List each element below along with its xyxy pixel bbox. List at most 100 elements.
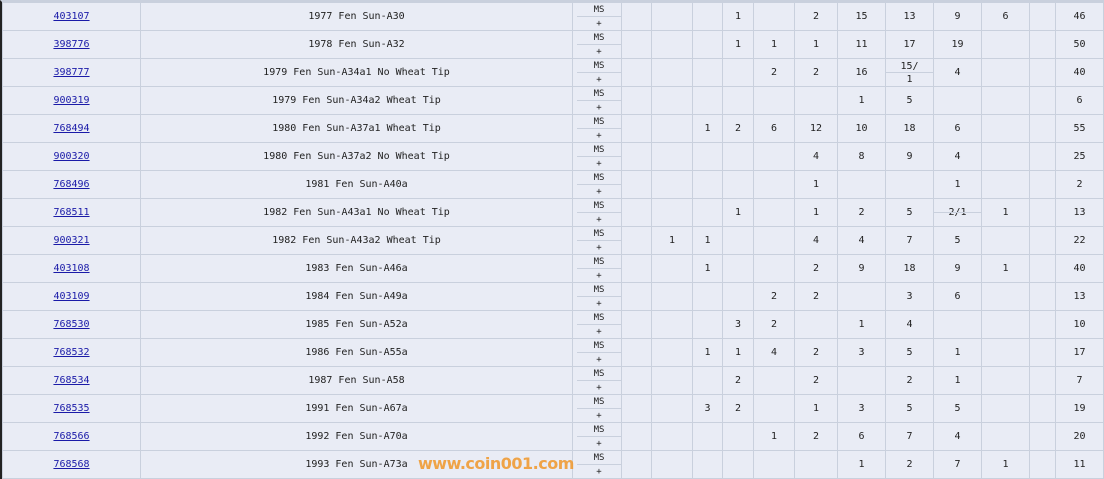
grade-count-cell: 1 xyxy=(722,338,754,367)
coin-name-cell: 1985 Fen Sun-A52a xyxy=(140,310,573,339)
grade-count-cell: 4 xyxy=(837,226,886,255)
plus-label: + xyxy=(596,326,602,337)
grade-count-cell: 9 xyxy=(933,2,982,31)
cert-id-link[interactable]: 900319 xyxy=(53,95,90,106)
grade-count-cell xyxy=(621,422,652,451)
grade-count-cell xyxy=(981,86,1030,115)
grade-count-cell: 1 xyxy=(692,226,723,255)
grade-count-cell xyxy=(1029,170,1056,199)
cert-id-link[interactable]: 403108 xyxy=(53,263,90,274)
grade-count-cell: 1 xyxy=(692,338,723,367)
cert-id-link[interactable]: 768530 xyxy=(53,319,90,330)
cert-id-link[interactable]: 768496 xyxy=(53,179,90,190)
cert-id-link[interactable]: 398777 xyxy=(53,67,90,78)
grade-count-cell xyxy=(753,2,795,31)
grade-count-cell xyxy=(1029,394,1056,423)
coin-name-cell: 1980 Fen Sun-A37a2 No Wheat Tip xyxy=(140,142,573,171)
grade-count-cell: 6 xyxy=(933,282,982,311)
grade-count-cell xyxy=(1029,366,1056,395)
grade-count-cell xyxy=(621,338,652,367)
grade-type-cell: MS + xyxy=(572,366,622,395)
grade-count-cell xyxy=(651,394,693,423)
cert-id-link[interactable]: 768566 xyxy=(53,431,90,442)
grade-count-cell xyxy=(722,422,754,451)
ms-label: MS xyxy=(577,4,621,17)
cert-id-link[interactable]: 768535 xyxy=(53,403,90,414)
ms-label: MS xyxy=(577,32,621,45)
cert-id-cell: 768511 xyxy=(2,198,141,227)
cert-id-link[interactable]: 768532 xyxy=(53,347,90,358)
grade-count-cell: 1 xyxy=(981,198,1030,227)
grade-count-cell: 1 xyxy=(651,226,693,255)
grade-count-cell: 1 xyxy=(692,254,723,283)
table-row: 900321 1982 Fen Sun-A43a2 Wheat Tip MS +1 1 4… xyxy=(2,226,1104,255)
grade-count-cell xyxy=(651,422,693,451)
grade-type-cell: MS + xyxy=(572,170,622,199)
coin-name-cell: 1993 Fen Sun-A73a xyxy=(140,450,573,479)
grade-count-cell: 5 xyxy=(885,338,934,367)
ms-label: MS xyxy=(577,88,621,101)
grade-count-cell xyxy=(621,114,652,143)
plus-label: + xyxy=(596,270,602,281)
coin-name-cell: 1986 Fen Sun-A55a xyxy=(140,338,573,367)
total-cell: 50 xyxy=(1055,30,1104,59)
grade-count-cell: 6 xyxy=(981,2,1030,31)
cert-id-link[interactable]: 398776 xyxy=(53,39,90,50)
table-row: 403107 1977 Fen Sun-A30 MS +1 2 15 13 9 6 46 xyxy=(2,2,1104,31)
grade-count-cell xyxy=(692,170,723,199)
total-cell: 13 xyxy=(1055,282,1104,311)
grade-count-cell: 2 xyxy=(753,58,795,87)
ms-label: MS xyxy=(577,172,621,185)
ms-label: MS xyxy=(577,144,621,157)
grade-count-cell xyxy=(753,170,795,199)
grade-count-cell: 1 xyxy=(692,114,723,143)
total-cell: 10 xyxy=(1055,310,1104,339)
cert-id-cell: 398777 xyxy=(2,58,141,87)
total-cell: 40 xyxy=(1055,58,1104,87)
cert-id-cell: 900320 xyxy=(2,142,141,171)
plus-label: + xyxy=(596,466,602,477)
grade-count-cell: 5 xyxy=(933,394,982,423)
grade-type-cell: MS + xyxy=(572,254,622,283)
grade-count-cell xyxy=(837,366,886,395)
cert-id-cell: 403109 xyxy=(2,282,141,311)
cert-id-link[interactable]: 768511 xyxy=(53,207,90,218)
plus-label: + xyxy=(596,102,602,113)
plus-label: + xyxy=(596,18,602,29)
grade-count-cell xyxy=(981,282,1030,311)
cert-id-cell: 403108 xyxy=(2,254,141,283)
grade-count-cell: 2 xyxy=(794,2,838,31)
coin-name-cell: 1982 Fen Sun-A43a1 No Wheat Tip xyxy=(140,198,573,227)
cert-id-cell: 768535 xyxy=(2,394,141,423)
coin-name-cell: 1982 Fen Sun-A43a2 Wheat Tip xyxy=(140,226,573,255)
ms-label: MS xyxy=(577,368,621,381)
grade-count-cell xyxy=(621,198,652,227)
grade-count-cell: 2 xyxy=(885,450,934,479)
cert-id-link[interactable]: 403109 xyxy=(53,291,90,302)
cert-id-link[interactable]: 403107 xyxy=(53,11,90,22)
grade-count-cell xyxy=(981,310,1030,339)
table-row: 398776 1978 Fen Sun-A32 MS +1 1 1 11 17 19 50 xyxy=(2,30,1104,59)
grade-count-cell: 16 xyxy=(837,58,886,87)
grade-count-cell xyxy=(621,142,652,171)
cert-id-link[interactable]: 768568 xyxy=(53,459,90,470)
grade-count-cell xyxy=(692,86,723,115)
table-row: 768535 1991 Fen Sun-A67a MS +3 2 1 3 5 5 19 xyxy=(2,394,1104,423)
grade-count-cell: 4 xyxy=(885,310,934,339)
grade-count-cell xyxy=(692,422,723,451)
grade-count-cell xyxy=(981,226,1030,255)
cert-id-link[interactable]: 900321 xyxy=(53,235,90,246)
total-cell: 46 xyxy=(1055,2,1104,31)
cert-id-link[interactable]: 768534 xyxy=(53,375,90,386)
grade-count-cell: 18 xyxy=(885,254,934,283)
cert-id-link[interactable]: 900320 xyxy=(53,151,90,162)
grade-count-cell: 5 xyxy=(933,226,982,255)
ms-label: MS xyxy=(577,312,621,325)
total-cell: 40 xyxy=(1055,254,1104,283)
cert-id-cell: 403107 xyxy=(2,2,141,31)
grade-count-cell: 1 xyxy=(981,450,1030,479)
cert-id-link[interactable]: 768494 xyxy=(53,123,90,134)
grade-count-cell xyxy=(651,198,693,227)
grade-count-cell xyxy=(722,282,754,311)
